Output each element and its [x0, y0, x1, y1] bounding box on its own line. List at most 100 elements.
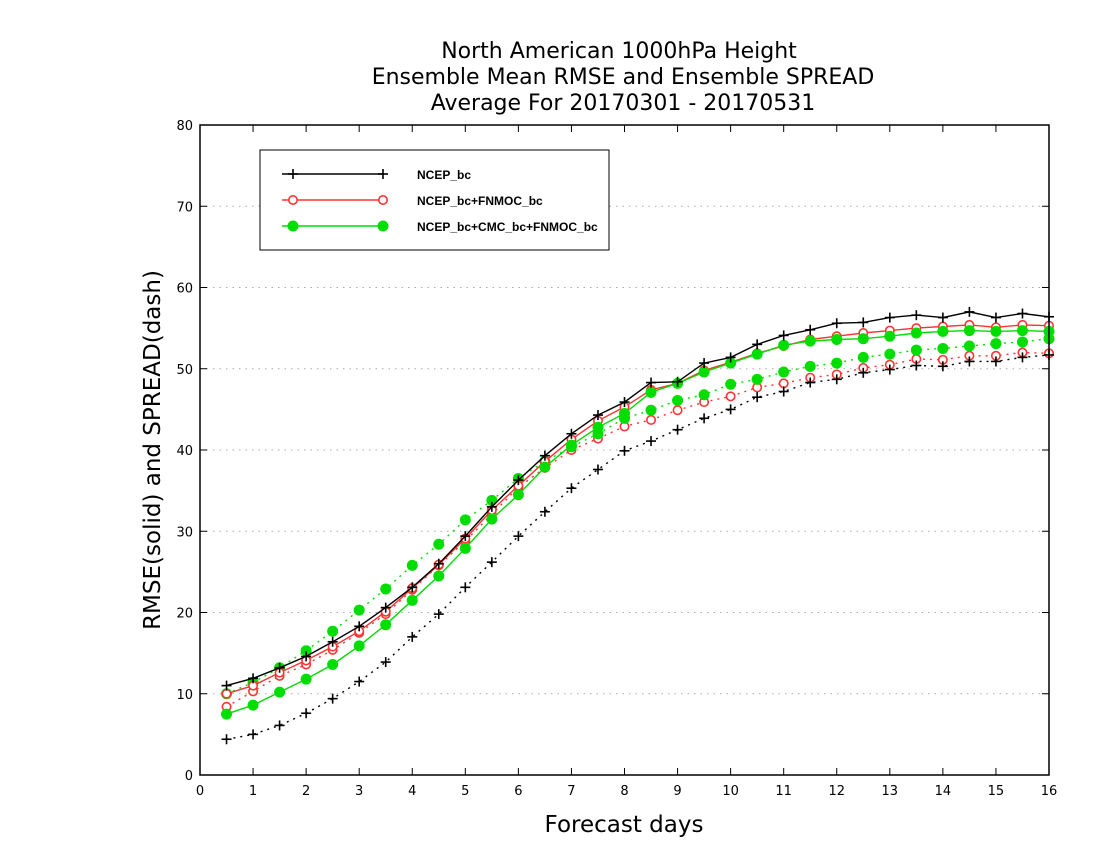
spread-point [672, 424, 683, 435]
spread-point [380, 583, 392, 595]
rmse-point [539, 450, 550, 461]
spread-point [911, 360, 922, 371]
y-tick-label: 70 [176, 200, 193, 215]
rmse-point [486, 501, 497, 512]
legend-marker [287, 195, 298, 206]
x-tick-label: 12 [828, 784, 845, 799]
y-tick-label: 30 [176, 525, 193, 540]
series-rmse-NCEP_bc+FNMOC_bc [221, 319, 1055, 699]
spread-point [964, 356, 975, 367]
spread-point [301, 708, 312, 719]
rmse-point [512, 489, 524, 501]
rmse-point [274, 686, 286, 698]
rmse-point [592, 421, 604, 433]
y-tick-label: 40 [176, 444, 193, 459]
spread-point [698, 389, 710, 401]
rmse-point [407, 582, 418, 593]
legend-marker [377, 195, 388, 206]
spread-point [937, 361, 948, 372]
legend-entry: NCEP_bc+FNMOC_bc [282, 194, 543, 208]
spread-point [274, 720, 285, 731]
spread-point [857, 351, 869, 363]
spread-point [725, 404, 736, 415]
spread-point [805, 377, 816, 388]
rmse-point [805, 324, 816, 335]
x-tick-label: 2 [302, 784, 310, 799]
rmse-point [353, 640, 365, 652]
spread-point [831, 374, 842, 385]
rmse-point [513, 475, 524, 486]
rmse-point [327, 659, 339, 670]
rmse-point [725, 352, 736, 363]
x-axis-label: Forecast days [545, 812, 704, 838]
rmse-point [884, 312, 895, 323]
legend: NCEP_bc NCEP_bc+FNMOC_bc NCEP_bc+CMC_bc+FN… [259, 149, 610, 251]
rmse-point [858, 317, 869, 328]
series-rmse-NCEP_bc [221, 306, 1054, 691]
spread-point [433, 538, 445, 550]
spread-point [327, 625, 339, 637]
rmse-point [539, 461, 551, 473]
rmse-line [226, 329, 1050, 715]
rmse-point [831, 334, 843, 345]
spread-point [1016, 336, 1028, 348]
spread-point [433, 609, 444, 620]
legend-label: NCEP_bc [417, 168, 471, 182]
rmse-point [566, 428, 577, 439]
legend-entry: NCEP_bc+CMC_bc+FNMOC_bc [282, 220, 598, 234]
rmse-point [752, 339, 763, 350]
rmse-line [226, 311, 1050, 687]
x-tick-label: 15 [988, 784, 1005, 799]
rmse-point [1016, 325, 1028, 337]
rmse-point [221, 680, 232, 691]
x-tick-label: 1 [249, 784, 257, 799]
rmse-point [672, 376, 683, 387]
spread-point [460, 582, 471, 593]
spread-point [831, 357, 843, 369]
x-tick-label: 8 [620, 784, 628, 799]
y-tick-label: 60 [176, 282, 193, 297]
spread-line [226, 354, 1050, 740]
spread-point [778, 386, 789, 397]
rmse-point [406, 594, 418, 606]
spread-point [619, 445, 630, 456]
rmse-point [565, 439, 577, 451]
chart-title-line-1: North American 1000hPa Height [441, 39, 797, 64]
rmse-point [778, 330, 789, 341]
x-tick-label: 5 [461, 784, 469, 799]
spread-point [884, 364, 895, 375]
spread-point [354, 676, 365, 687]
rmse-point [221, 708, 233, 720]
spread-point [752, 392, 763, 403]
spread-point [725, 378, 737, 390]
rmse-point [300, 673, 312, 685]
legend-entry: NCEP_bc [282, 168, 471, 182]
rmse-point [990, 325, 1002, 337]
spread-point [884, 348, 896, 360]
y-tick-label: 0 [185, 769, 193, 784]
spread-point [592, 464, 603, 475]
rmse-point [486, 513, 498, 525]
rmse-point [778, 339, 790, 351]
rmse-point [990, 312, 1001, 323]
rmse-point [963, 325, 975, 337]
y-axis-label: RMSE(solid) and SPREAD(dash) [140, 270, 166, 630]
rmse-point [619, 407, 630, 419]
spread-point [459, 514, 471, 526]
x-tick-label: 16 [1041, 784, 1058, 799]
rmse-point [937, 312, 948, 323]
rmse-point [460, 531, 471, 542]
spread-point [1017, 352, 1028, 363]
rmse-point [645, 386, 657, 398]
rmse-point [459, 542, 471, 554]
y-tick-label: 50 [176, 363, 193, 378]
spread-line [226, 351, 1050, 708]
spread-point [248, 729, 259, 740]
spread-point [858, 367, 869, 378]
chart-title-line-3: Average For 20170301 - 20170531 [431, 91, 816, 116]
legend-marker [287, 220, 299, 232]
rmse-point [619, 397, 630, 408]
x-tick-label: 0 [196, 784, 204, 799]
rmse-point [831, 318, 842, 329]
x-tick-label: 6 [514, 784, 522, 799]
